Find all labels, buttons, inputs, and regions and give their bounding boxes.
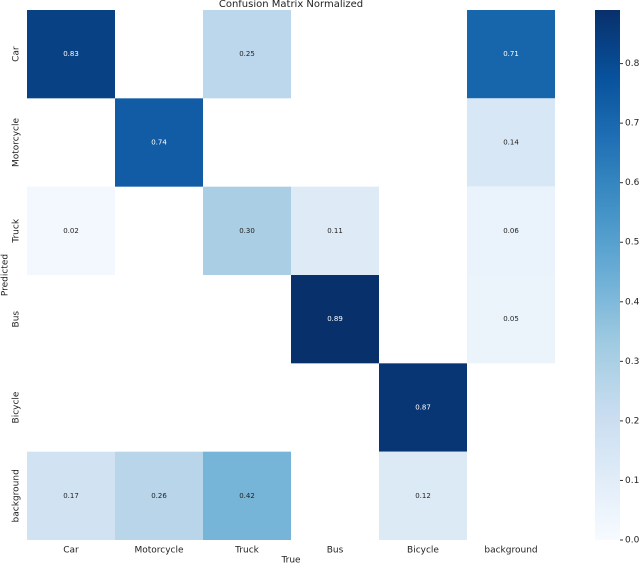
heatmap-cell — [467, 186, 555, 275]
colorbar-tick-label: 0.0 — [625, 536, 640, 546]
heatmap-cell — [291, 186, 379, 275]
heatmap-cell — [27, 451, 115, 540]
heatmap-cell — [203, 186, 291, 275]
y-tick-label: Bus — [12, 311, 22, 328]
heatmap-cell — [467, 275, 555, 364]
cell-label: 0.25 — [239, 50, 255, 58]
x-tick-label: Bicycle — [407, 546, 439, 556]
colorbar-tick-label: 0.8 — [625, 59, 640, 69]
x-tick-label: Car — [63, 546, 79, 556]
colorbar-tick-label: 0.5 — [625, 238, 639, 248]
heatmap-cell — [379, 451, 467, 540]
cell-label: 0.74 — [151, 139, 167, 147]
y-tick-label: Car — [12, 46, 22, 62]
cell-label: 0.06 — [503, 227, 519, 235]
x-axis-label: True — [280, 556, 301, 565]
y-tick-label: Bicycle — [12, 391, 22, 423]
cell-label: 0.05 — [503, 315, 519, 323]
cell-label: 0.89 — [327, 315, 343, 323]
colorbar-tick-label: 0.4 — [625, 297, 640, 307]
cell-label: 0.11 — [327, 227, 343, 235]
heatmap-cell — [203, 451, 291, 540]
cell-label: 0.83 — [63, 50, 79, 58]
heatmap-cell — [27, 186, 115, 275]
colorbar-tick-label: 0.3 — [625, 357, 639, 367]
colorbar-tick-label: 0.1 — [625, 476, 639, 486]
y-tick-label: Motorcycle — [12, 118, 22, 168]
heatmap-cell — [115, 98, 203, 187]
cell-label: 0.17 — [63, 492, 79, 500]
colorbar-tick-label: 0.2 — [625, 416, 639, 426]
heatmap-cell — [467, 10, 555, 99]
cell-label: 0.12 — [415, 492, 431, 500]
cell-label: 0.14 — [503, 139, 519, 147]
x-tick-label: Truck — [234, 546, 260, 556]
chart-title: Confusion Matrix Normalized — [219, 0, 363, 10]
cell-label: 0.02 — [63, 227, 79, 235]
heatmap-cell — [203, 10, 291, 99]
heatmap-cell — [27, 10, 115, 99]
colorbar — [595, 10, 620, 540]
x-tick-label: Bus — [327, 546, 344, 556]
heatmap-cell — [379, 363, 467, 452]
x-tick-label: background — [484, 546, 537, 556]
y-tick-label: Truck — [12, 218, 22, 244]
cell-label: 0.87 — [415, 404, 431, 412]
cell-label: 0.71 — [503, 50, 519, 58]
y-tick-label: background — [12, 469, 22, 522]
x-tick-label: Motorcycle — [134, 546, 184, 556]
y-axis-label: Predicted — [1, 254, 11, 296]
colorbar-tick-label: 0.6 — [625, 178, 640, 188]
heatmap-cell — [291, 275, 379, 364]
heatmap-cell — [467, 98, 555, 187]
cell-label: 0.26 — [151, 492, 167, 500]
cell-label: 0.42 — [239, 492, 255, 500]
colorbar-tick-label: 0.7 — [625, 119, 639, 129]
heatmap-cell — [115, 451, 203, 540]
cell-label: 0.30 — [239, 227, 255, 235]
